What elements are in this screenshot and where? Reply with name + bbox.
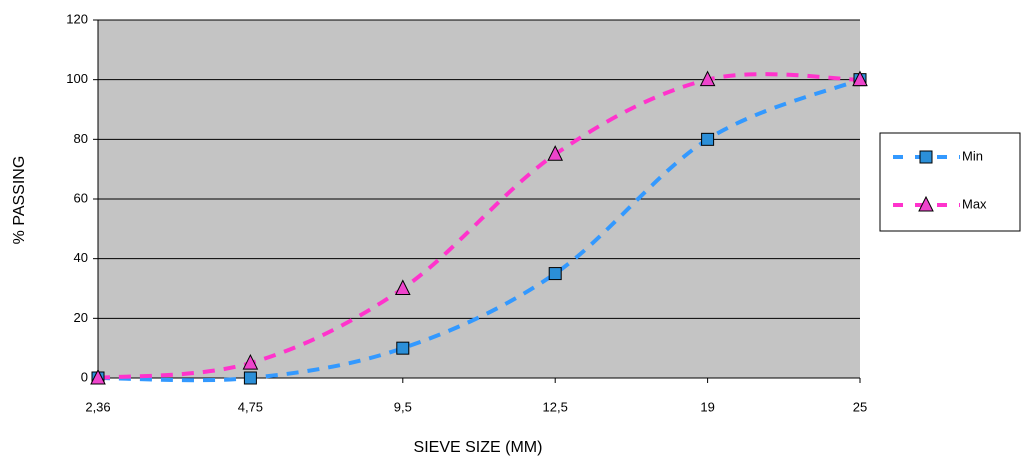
x-tick-label: 25 — [853, 399, 867, 414]
x-tick-label: 12,5 — [543, 399, 568, 414]
marker — [548, 267, 562, 281]
legend-label: Min — [962, 148, 983, 163]
y-tick-label: 80 — [74, 131, 88, 146]
y-tick-label: 60 — [74, 190, 88, 205]
legend-marker — [919, 150, 933, 164]
series-line — [97, 72, 861, 380]
y-tick-label: 0 — [81, 369, 88, 384]
legend-label: Max — [962, 196, 987, 211]
y-tick-label: 40 — [74, 250, 88, 265]
marker — [242, 353, 259, 370]
marker — [90, 368, 106, 385]
y-tick-label: 120 — [66, 11, 88, 26]
y-tick-label: 20 — [74, 310, 88, 325]
marker — [243, 371, 257, 385]
series-line — [97, 77, 861, 383]
x-tick-label: 9,5 — [394, 399, 412, 414]
legend-marker — [918, 195, 934, 212]
marker — [394, 279, 411, 295]
x-tick-label: 2,36 — [85, 399, 110, 414]
x-axis-title: SIEVE SIZE (MM) — [414, 439, 543, 456]
x-tick-label: 19 — [700, 399, 714, 414]
marker — [852, 70, 868, 87]
y-axis-title: % PASSING — [11, 156, 28, 245]
marker — [701, 132, 715, 146]
marker — [547, 145, 564, 161]
legend-box — [879, 132, 1021, 232]
marker — [699, 70, 716, 87]
y-tick-label: 100 — [66, 71, 88, 86]
x-tick-label: 4,75 — [238, 399, 263, 414]
marker — [396, 341, 410, 355]
